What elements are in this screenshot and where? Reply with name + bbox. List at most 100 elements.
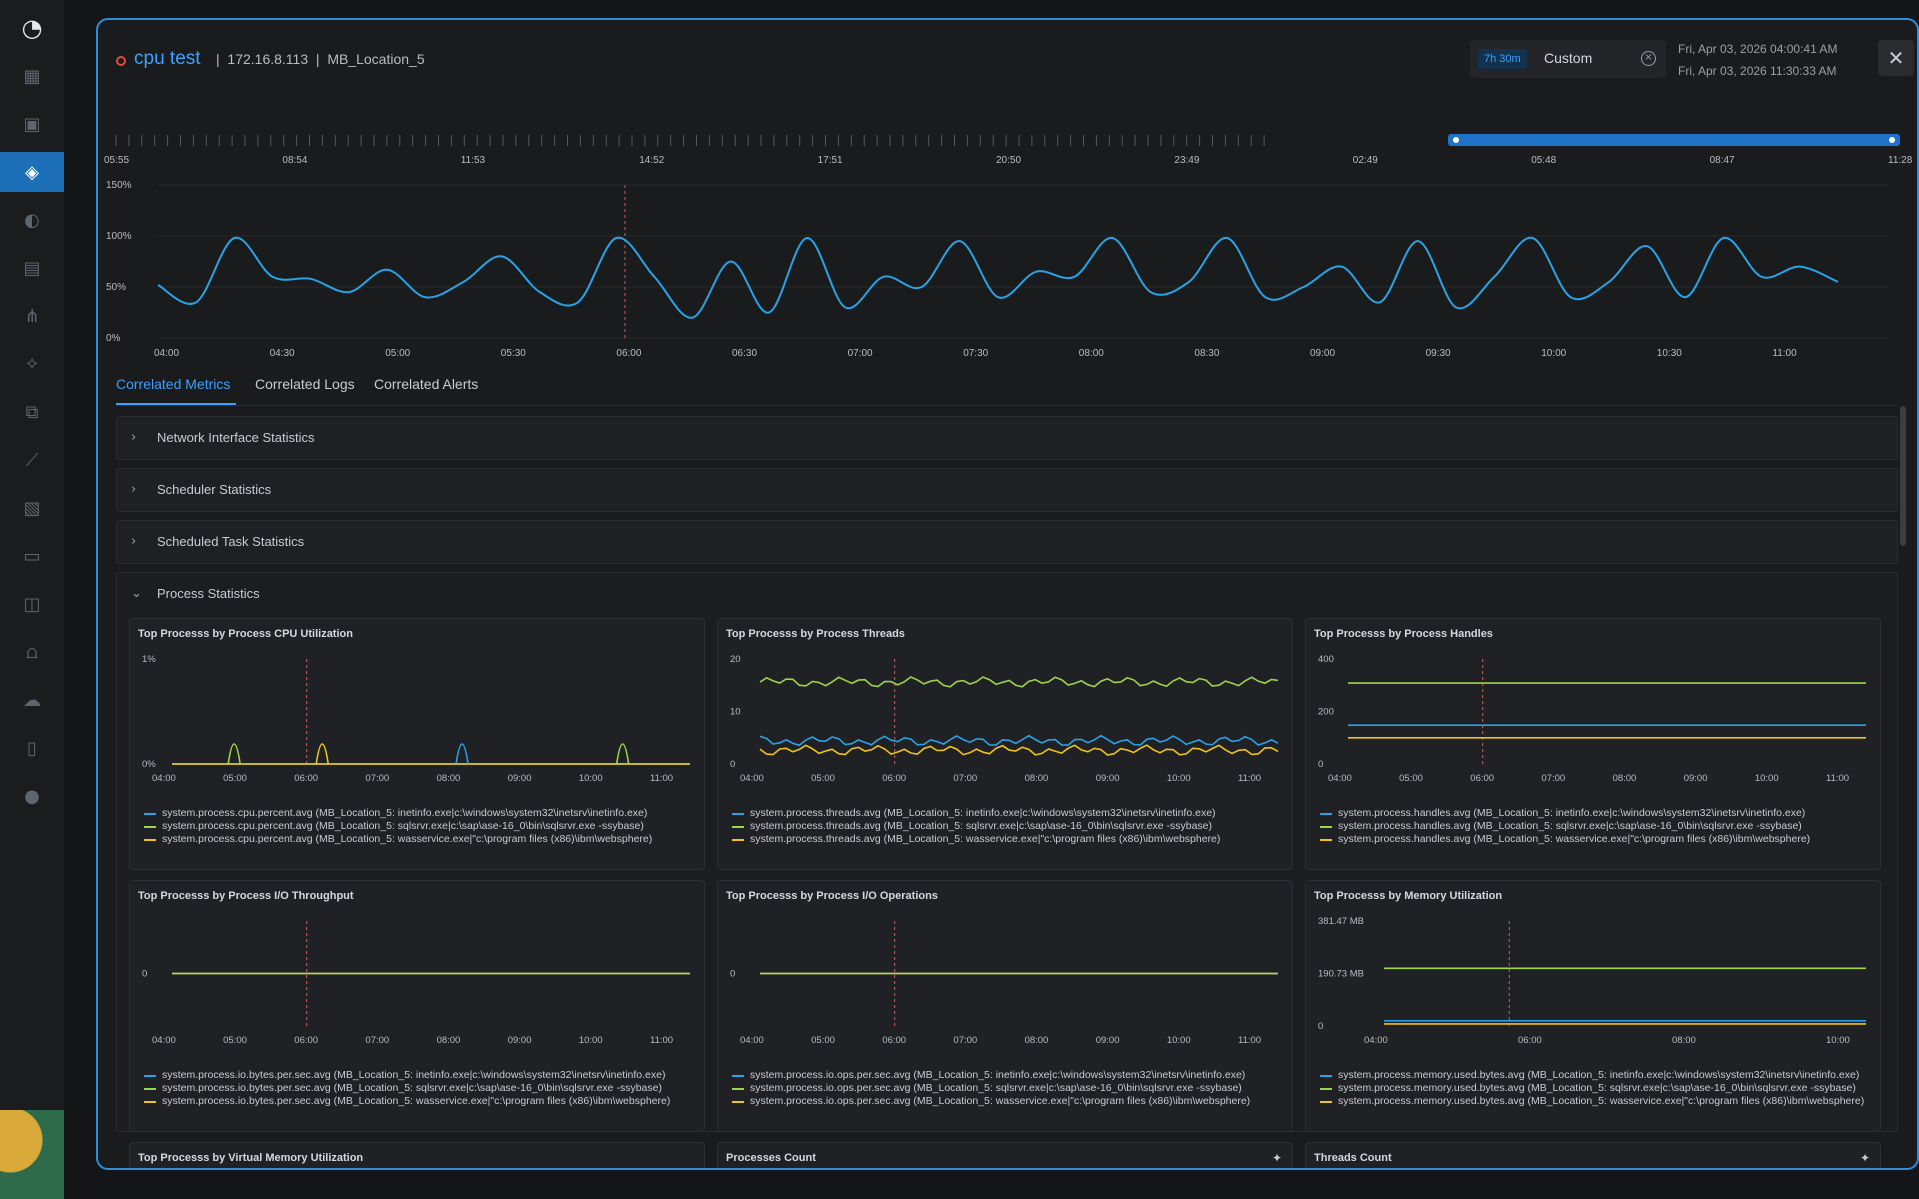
chevron-down-icon[interactable]: ⌄ [131,586,142,601]
navigator-selection[interactable] [1448,134,1900,146]
cloud-icon[interactable]: ☁ [23,689,41,711]
trend-icon[interactable]: ⟋ [25,449,39,471]
apm-icon[interactable]: ✧ [24,353,40,375]
x-tick-label: 09:30 [1426,348,1451,359]
legend-item[interactable]: system.process.threads.avg (MB_Location_… [732,820,1282,833]
overview-chart[interactable]: 05:55 08:54 11:53 14:52 17:51 20:50 23:49 02:49… [98,98,1919,378]
x-tick-label: 06:00 [616,348,641,359]
tab-correlated-metrics[interactable]: Correlated Metrics [116,376,231,392]
users-icon[interactable]: ⩍ [26,641,38,663]
series-line[interactable] [759,676,1279,688]
legend-item[interactable]: system.process.handles.avg (MB_Location_… [1320,807,1870,820]
x-tick-label: 05:00 [811,773,835,784]
tab-correlated-logs[interactable]: Correlated Logs [255,376,355,392]
panel-legend: system.process.handles.avg (MB_Location_… [1320,807,1870,846]
logs-icon[interactable]: ▧ [23,497,41,519]
cpu-spike[interactable] [227,743,241,765]
chevron-right-icon: › [131,482,137,497]
legend-item[interactable]: system.process.io.bytes.per.sec.avg (MB_… [144,1082,694,1095]
legend-item[interactable]: system.process.threads.avg (MB_Location_… [732,833,1282,846]
legend-item[interactable]: system.process.threads.avg (MB_Location_… [732,807,1282,820]
legend-item[interactable]: system.process.handles.avg (MB_Location_… [1320,833,1870,846]
docs-icon[interactable]: ▯ [27,737,37,759]
legend-swatch [732,1075,744,1077]
panel-process-handles: Top Processs by Process Handles 400 200 0 0… [1305,618,1881,870]
legend-item[interactable]: system.process.memory.used.bytes.avg (MB… [1320,1082,1870,1095]
alerts-icon[interactable]: ◈ [25,161,39,183]
x-tick-label: 06:00 [1470,773,1494,784]
monitor-meta: | 172.16.8.113 | MB_Location_5 [216,51,425,67]
config-icon[interactable]: ⧉ [25,401,39,423]
section-label[interactable]: Process Statistics [157,586,260,601]
metrics-icon[interactable]: ◐ [24,209,40,231]
monitor-title[interactable]: cpu test [134,48,201,69]
navigator-tick-label: 20:50 [996,155,1021,166]
clear-icon[interactable]: × [1641,51,1656,66]
legend-swatch [732,813,744,815]
screen-icon[interactable]: ▭ [23,545,41,567]
cpu-spike[interactable] [455,743,469,765]
y-tick-label: 0% [142,759,156,770]
x-tick-label: 11:00 [1826,773,1849,784]
section-network-interface[interactable]: › Network Interface Statistics [116,416,1898,460]
x-tick-label: 05:00 [223,1035,247,1046]
legend-item[interactable]: system.process.handles.avg (MB_Location_… [1320,820,1870,833]
navigator-handle-left[interactable] [1453,137,1459,143]
y-tick-label: 0% [106,333,121,344]
legend-label: system.process.threads.avg (MB_Location_… [750,833,1221,845]
panel-legend: system.process.io.ops.per.sec.avg (MB_Lo… [732,1069,1282,1108]
legend-item[interactable]: system.process.memory.used.bytes.avg (MB… [1320,1069,1870,1082]
legend-label: system.process.cpu.percent.avg (MB_Locat… [162,833,653,845]
series-line[interactable] [759,744,1279,756]
close-button[interactable]: ✕ [1878,40,1914,76]
x-tick-label: 09:00 [1310,348,1335,359]
x-tick-label: 07:00 [953,773,977,784]
legend-item[interactable]: system.process.cpu.percent.avg (MB_Locat… [144,807,694,820]
x-tick-label: 04:00 [152,1035,176,1046]
legend-item[interactable]: system.process.cpu.percent.avg (MB_Locat… [144,833,694,846]
panel-chart-io_throughput: 0 04:00 05:00 06:00 07:00 08:00 09:00 10:00 11:0… [142,921,690,1046]
legend-label: system.process.memory.used.bytes.avg (MB… [1338,1095,1865,1107]
settings-icon[interactable]: ● [24,785,40,807]
ai-sparkle-icon[interactable]: ✦ [1271,1151,1282,1165]
y-tick-label: 200 [1318,707,1334,718]
legend-item[interactable]: system.process.memory.used.bytes.avg (MB… [1320,1095,1870,1108]
x-tick-label: 10:30 [1657,348,1682,359]
y-tick-label: 100% [106,231,132,242]
legend-item[interactable]: system.process.io.ops.per.sec.avg (MB_Lo… [732,1082,1282,1095]
x-tick-label: 07:30 [963,348,988,359]
cpu-spike[interactable] [615,743,630,765]
legend-item[interactable]: system.process.io.ops.per.sec.avg (MB_Lo… [732,1095,1282,1108]
series-line[interactable] [759,734,1279,747]
chat-icon[interactable]: ◫ [23,593,41,615]
legend-item[interactable]: system.process.io.ops.per.sec.avg (MB_Lo… [732,1069,1282,1082]
x-tick-label: 10:00 [1755,773,1779,784]
monitor-icon[interactable]: ▣ [23,113,41,135]
app-logo-icon[interactable]: ◔ [21,14,43,42]
legend-swatch [144,1101,156,1103]
reports-icon[interactable]: ▤ [23,257,41,279]
cpu-spike[interactable] [315,743,330,765]
user-avatar[interactable] [0,1110,64,1199]
x-tick-label: 04:00 [740,1035,764,1046]
dashboard-icon[interactable]: ▦ [23,65,41,87]
x-tick-label: 05:00 [811,1035,835,1046]
ai-sparkle-icon[interactable]: ✦ [1859,1151,1870,1165]
panel-chart-io_ops: 0 04:00 05:00 06:00 07:00 08:00 09:00 10:00 11:0… [730,921,1278,1046]
legend-item[interactable]: system.process.cpu.percent.avg (MB_Locat… [144,820,694,833]
content-scrollbar[interactable] [1900,406,1906,546]
x-tick-label: 09:00 [1096,1035,1120,1046]
panel-title: Top Processs by Process I/O Operations [726,890,938,902]
legend-item[interactable]: system.process.io.bytes.per.sec.avg (MB_… [144,1095,694,1108]
section-scheduler[interactable]: › Scheduler Statistics [116,468,1898,512]
panel-title: Threads Count [1314,1152,1392,1164]
legend-item[interactable]: system.process.io.bytes.per.sec.avg (MB_… [144,1069,694,1082]
section-scheduled-task[interactable]: › Scheduled Task Statistics [116,520,1898,564]
time-range-selector[interactable]: 7h 30m Custom × [1470,40,1666,78]
cpu-series-line[interactable] [157,236,1839,319]
tab-correlated-alerts[interactable]: Correlated Alerts [374,376,479,392]
topology-icon[interactable]: ⋔ [24,305,40,327]
panel-title: Top Processs by Process I/O Throughput [138,890,354,902]
navigator-handle-right[interactable] [1889,137,1895,143]
time-range-value[interactable]: Custom [1544,50,1593,66]
